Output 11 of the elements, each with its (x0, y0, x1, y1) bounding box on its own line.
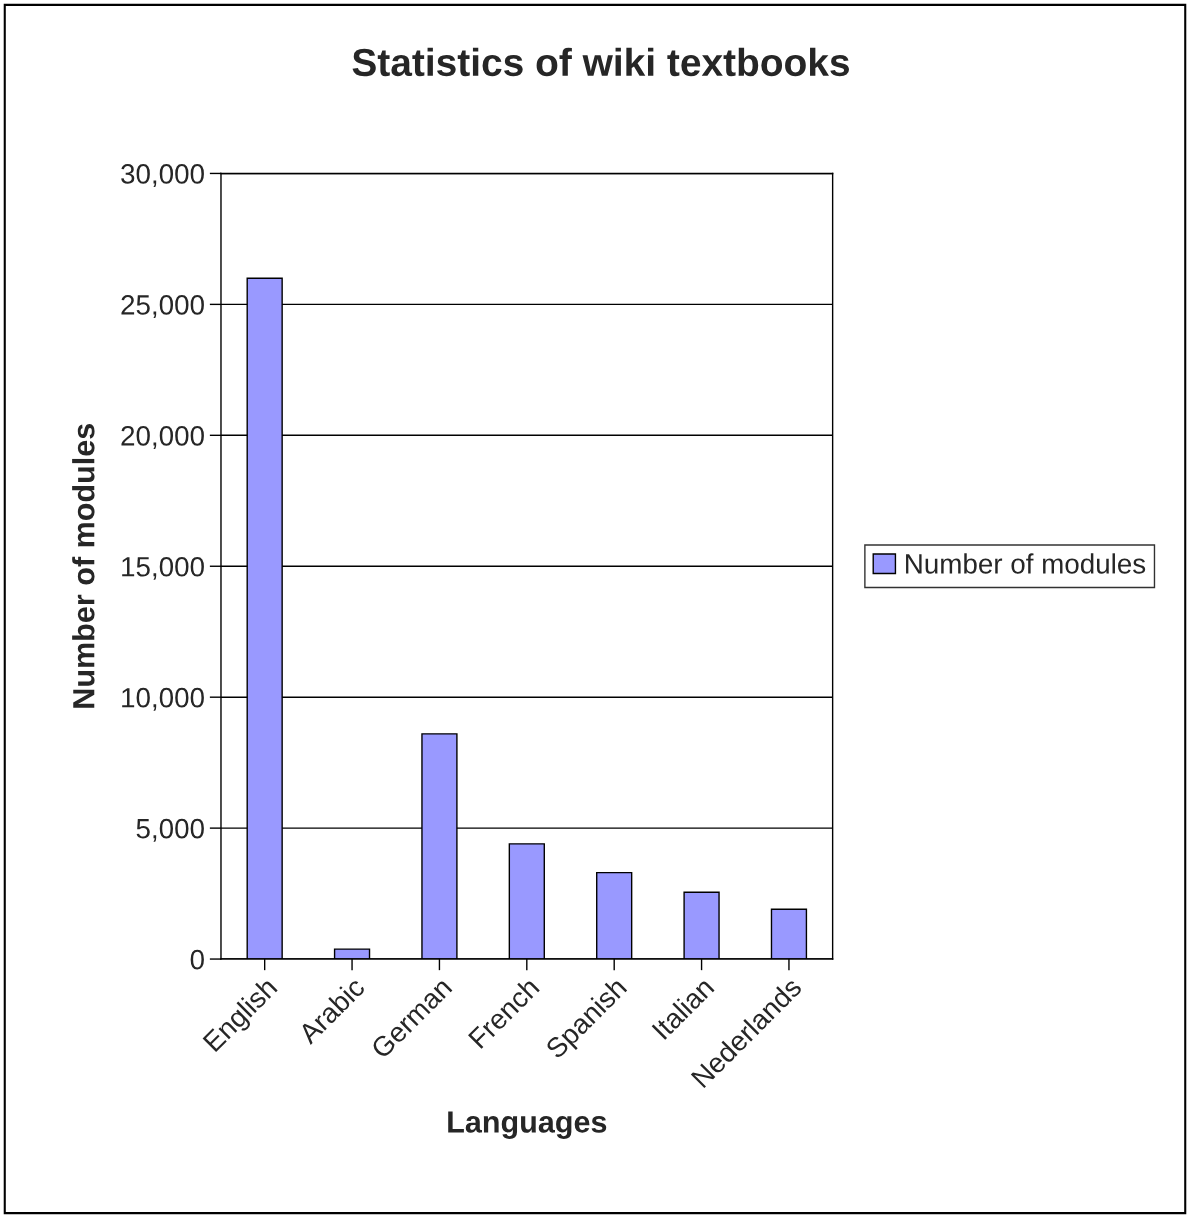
y-tick-label: 20,000 (121, 425, 204, 449)
chart-title: Statistics of wiki textbooks (352, 47, 849, 77)
y-tick-label: 5,000 (136, 818, 204, 842)
y-axis-title: Number of modules (72, 424, 95, 708)
y-tick-label: 15,000 (122, 556, 204, 580)
y-tick-label: 30,000 (121, 164, 204, 188)
y-tick-label: 10,000 (122, 687, 204, 711)
legend-label: Number of modules (906, 553, 1146, 574)
x-axis-title: Languages (448, 1111, 607, 1139)
y-tick-label: 25,000 (121, 295, 204, 318)
y-tick-label: 0 (190, 949, 204, 970)
